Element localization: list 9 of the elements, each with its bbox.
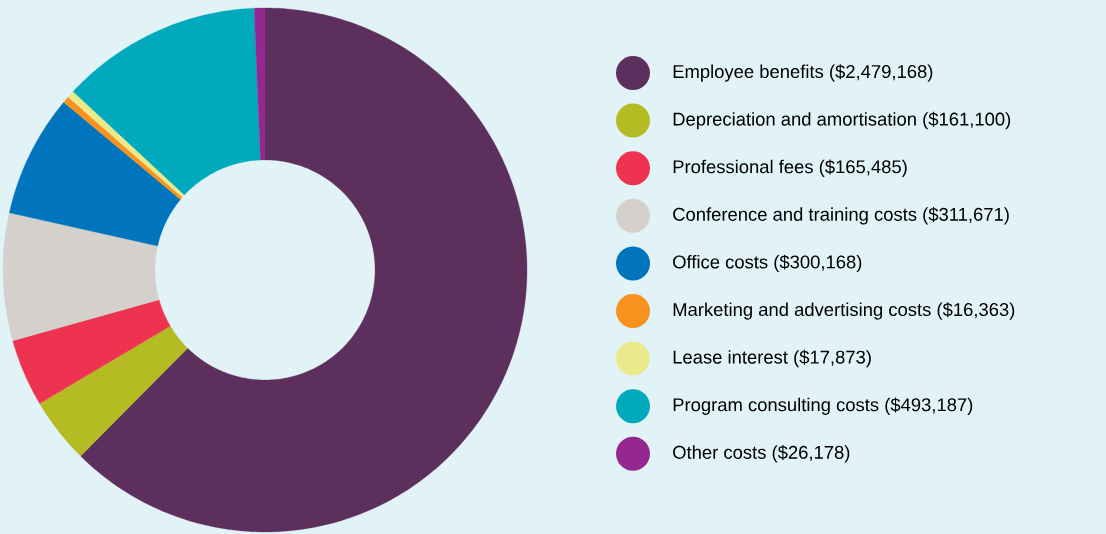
legend-label: Lease interest ($17,873): [673, 349, 871, 368]
legend-label: Other costs ($26,178): [673, 445, 850, 463]
legend-label: Professional fees ($165,485): [673, 159, 907, 177]
legend-label: Conference and training costs ($311,671): [673, 207, 1009, 225]
legend-label: Marketing and advertising costs ($16,363): [673, 302, 1015, 320]
legend-label: Depreciation and amortisation ($161,100): [673, 111, 1011, 130]
legend-label: Employee benefits ($2,479,168): [673, 64, 933, 82]
legend-label: Program consulting costs ($493,187): [673, 397, 973, 415]
legend-label: Office costs ($300,168): [673, 254, 862, 273]
